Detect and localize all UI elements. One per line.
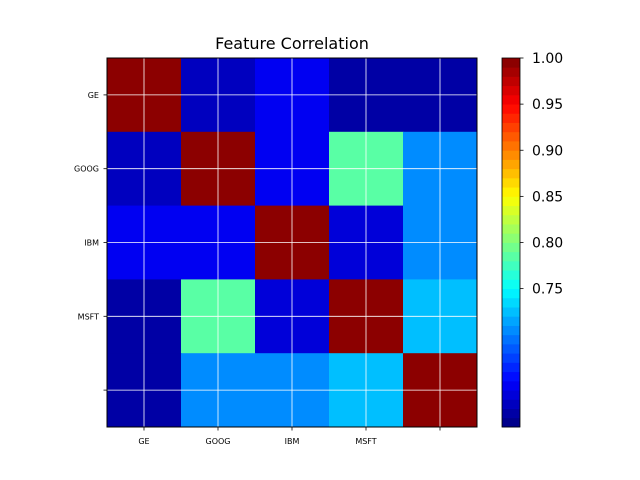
colorbar-tick-label: 0.75 — [532, 282, 563, 298]
y-tick-label: GE — [88, 91, 99, 100]
colorbar-segment — [502, 380, 520, 391]
colorbar-segment — [502, 141, 520, 151]
colorbar-segment — [502, 76, 520, 87]
colorbar-segment — [502, 288, 520, 299]
y-tick-label: GOOG — [74, 165, 99, 174]
y-tick-label: MSFT — [78, 312, 99, 321]
x-tick-label: GE — [138, 437, 149, 446]
colorbar-tick-label: 1.00 — [532, 51, 563, 67]
colorbar-tick-label: 0.95 — [532, 97, 563, 113]
x-tick-label: GOOG — [206, 437, 231, 446]
colorbar-segment — [502, 58, 520, 68]
y-axis-ticks: GE GOOG IBM MSFT — [74, 91, 107, 391]
colorbar-tick-label: 0.85 — [532, 189, 563, 205]
colorbar-segment — [502, 408, 520, 419]
colorbar-segment — [502, 260, 520, 271]
colorbar-segment — [502, 67, 520, 77]
colorbar-segment — [502, 390, 520, 400]
grid-lines — [107, 58, 477, 427]
colorbar-tick-label: 0.80 — [532, 236, 563, 252]
colorbar-segment — [502, 270, 520, 280]
colorbar-segment — [502, 251, 520, 262]
colorbar-segment — [502, 316, 520, 326]
colorbar-segment — [502, 150, 520, 160]
chart-title: Feature Correlation — [215, 34, 369, 53]
colorbar-segment — [502, 104, 520, 114]
colorbar-segment — [502, 131, 520, 142]
colorbar-segment — [502, 233, 520, 243]
colorbar: 0.75 0.80 0.85 0.90 0.95 1.00 — [501, 51, 563, 428]
colorbar-segment — [502, 334, 520, 345]
colorbar-segment — [502, 297, 520, 308]
colorbar-tick-label: 0.90 — [532, 143, 563, 159]
colorbar-segment — [502, 371, 520, 382]
colorbar-segment — [502, 399, 520, 409]
colorbar-segment — [502, 417, 520, 428]
colorbar-segment — [502, 113, 520, 123]
colorbar-segment — [502, 85, 520, 96]
colorbar-segment — [502, 159, 520, 170]
colorbar-segment — [502, 353, 520, 363]
colorbar-segment — [502, 279, 520, 290]
colorbar-segment — [502, 122, 520, 133]
colorbar-segment — [502, 362, 520, 373]
x-tick-label: MSFT — [355, 437, 376, 446]
colorbar-segment — [502, 224, 520, 234]
colorbar-segment — [502, 177, 520, 188]
x-tick-label: IBM — [285, 437, 300, 446]
colorbar-segment — [502, 242, 520, 253]
colorbar-segment — [502, 168, 520, 179]
colorbar-segment — [502, 187, 520, 197]
colorbar-segment — [502, 94, 520, 105]
colorbar-segment — [502, 325, 520, 336]
colorbar-segment — [502, 196, 520, 206]
colorbar-segment — [502, 214, 520, 225]
colorbar-segment — [502, 205, 520, 216]
y-tick-label: IBM — [84, 239, 99, 248]
colorbar-segment — [502, 307, 520, 317]
x-axis-ticks: GE GOOG IBM MSFT — [138, 427, 441, 446]
colorbar-segment — [502, 343, 520, 354]
